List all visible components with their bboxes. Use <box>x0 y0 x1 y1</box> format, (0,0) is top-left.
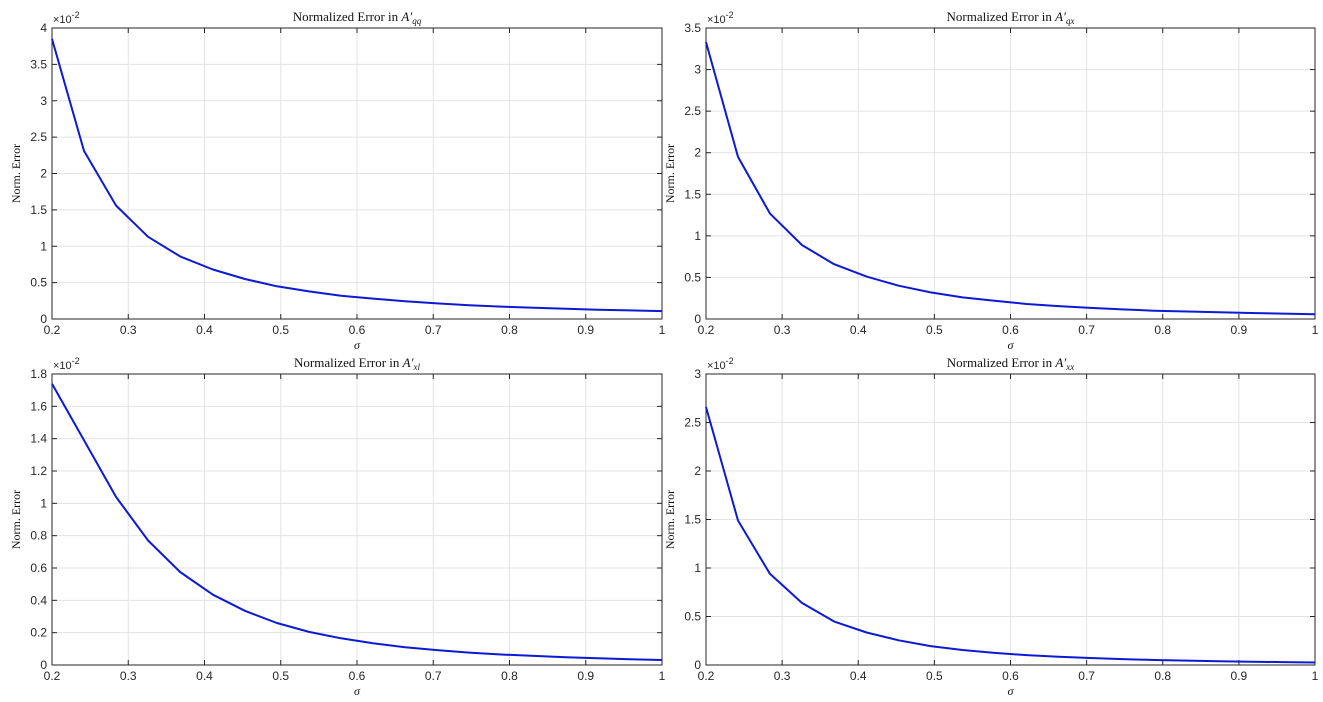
y-exponent-label: ×10-2 <box>707 356 734 372</box>
x-tick-label: 0.6 <box>1002 669 1019 683</box>
y-tick-label: 3.5 <box>684 21 701 35</box>
y-tick-label: 1.5 <box>684 187 701 201</box>
error-curve-qq <box>51 38 663 313</box>
x-tick-label: 0.5 <box>272 669 289 683</box>
y-tick-label: 2 <box>694 146 701 160</box>
y-tick-label: 1.5 <box>30 203 47 217</box>
subplot-title: Normalized Error in A′qx <box>947 9 1075 26</box>
x-tick-label: 0.7 <box>425 669 442 683</box>
y-axis-label: Norm. Error <box>663 144 677 203</box>
y-tick-label: 4 <box>40 21 47 35</box>
error-curve-qx <box>705 41 1316 316</box>
y-axis-label: Norm. Error <box>9 490 23 549</box>
x-tick-label: 0.5 <box>926 669 943 683</box>
error-curve-xl <box>51 383 663 661</box>
y-axis-label: Norm. Error <box>663 490 677 549</box>
y-tick-label: 0.4 <box>30 593 47 607</box>
x-axis-label: σ <box>1008 338 1015 352</box>
y-tick-label: 0.5 <box>684 610 701 624</box>
x-tick-label: 0.8 <box>1154 669 1171 683</box>
y-tick-label: 1 <box>694 229 701 243</box>
error-curve-xx <box>705 406 1316 664</box>
y-tick-label: 0 <box>40 658 47 672</box>
subplot-xl: 0.2 0.3 0.4 0.5 0.6 0.7 0.8 0.9 100.20.40.60.811… <box>9 355 666 698</box>
y-tick-label: 1 <box>694 561 701 575</box>
subplot-title: Normalized Error in A′qq <box>293 9 422 26</box>
x-tick-label: 0.3 <box>120 323 137 337</box>
x-tick-label: 1 <box>659 669 666 683</box>
y-tick-label: 2.5 <box>684 416 701 430</box>
x-axis-label: σ <box>354 684 361 698</box>
y-tick-label: 3 <box>694 63 701 77</box>
x-axis-label: σ <box>354 338 361 352</box>
x-tick-label: 0.6 <box>349 669 366 683</box>
y-tick-label: 0.6 <box>30 561 47 575</box>
y-tick-label: 3.5 <box>30 57 47 71</box>
x-tick-label: 0.7 <box>425 323 442 337</box>
x-tick-label: 0.7 <box>1078 669 1095 683</box>
y-tick-label: 0.8 <box>30 529 47 543</box>
x-tick-label: 0.7 <box>1078 323 1095 337</box>
x-tick-label: 0.5 <box>926 323 943 337</box>
y-tick-label: 0 <box>40 312 47 326</box>
x-tick-label: 0.5 <box>272 323 289 337</box>
x-tick-label: 0.4 <box>850 323 867 337</box>
y-tick-label: 0.5 <box>30 276 47 290</box>
x-tick-label: 1 <box>1312 669 1319 683</box>
y-tick-label: 3 <box>694 367 701 381</box>
y-axis-label: Norm. Error <box>9 144 23 203</box>
y-exponent-label: ×10-2 <box>53 356 80 372</box>
subplot-xx: 0.2 0.3 0.4 0.5 0.6 0.7 0.8 0.9 1 0 0.5 1 1.5 2 2.5 3 ×1… <box>663 355 1319 698</box>
y-tick-label: 0.2 <box>30 626 47 640</box>
y-tick-label: 2.5 <box>30 130 47 144</box>
x-tick-label: 1 <box>659 323 666 337</box>
x-tick-label: 0.9 <box>1231 669 1248 683</box>
y-tick-label: 1 <box>40 496 47 510</box>
subplot-qx: 0.2 0.3 0.4 0.5 0.6 0.7 0.8 0.9 1 0 0.5 1 1.5 2 2.5 3 3.… <box>663 9 1319 352</box>
y-tick-label: 1.4 <box>30 432 47 446</box>
y-tick-label: 0.5 <box>684 270 701 284</box>
y-tick-label: 2.5 <box>684 104 701 118</box>
y-tick-label: 1.5 <box>684 513 701 527</box>
y-exponent-label: ×10-2 <box>53 10 80 26</box>
y-exponent-label: ×10-2 <box>707 10 734 26</box>
y-tick-label: 0 <box>694 658 701 672</box>
x-tick-label: 0.6 <box>349 323 366 337</box>
y-tick-label: 2 <box>694 464 701 478</box>
x-tick-label: 0.3 <box>120 669 137 683</box>
y-tick-label: 0 <box>694 312 701 326</box>
x-tick-label: 0.9 <box>577 323 594 337</box>
x-tick-label: 0.4 <box>850 669 867 683</box>
y-tick-label: 3 <box>40 94 47 108</box>
x-tick-label: 0.8 <box>501 669 518 683</box>
x-tick-label: 0.8 <box>501 323 518 337</box>
y-tick-label: 1.2 <box>30 464 47 478</box>
y-tick-label: 2 <box>40 167 47 181</box>
subplot-qq: 0.2 0.3 0.4 0.5 0.6 0.7 0.8 0.9 1 0 0.5 1 1.5 2 2.5 3 3.… <box>9 9 666 352</box>
x-tick-label: 1 <box>1312 323 1319 337</box>
x-tick-label: 0.4 <box>196 669 213 683</box>
x-tick-label: 0.9 <box>1231 323 1248 337</box>
x-axis-label: σ <box>1008 684 1015 698</box>
subplot-title: Normalized Error in A′xx <box>947 355 1074 372</box>
y-tick-label: 1 <box>40 239 47 253</box>
x-tick-label: 0.3 <box>774 669 791 683</box>
x-tick-label: 0.2 <box>698 669 715 683</box>
subplot-title: Normalized Error in A′xl <box>294 355 420 372</box>
x-tick-label: 0.9 <box>577 669 594 683</box>
x-tick-label: 0.6 <box>1002 323 1019 337</box>
y-tick-label: 1.8 <box>30 367 47 381</box>
y-tick-label: 1.6 <box>30 399 47 413</box>
x-tick-label: 0.2 <box>698 323 715 337</box>
x-tick-label: 0.3 <box>774 323 791 337</box>
x-tick-label: 0.2 <box>44 323 61 337</box>
x-tick-label: 0.8 <box>1154 323 1171 337</box>
x-tick-label: 0.4 <box>196 323 213 337</box>
x-tick-label: 0.2 <box>44 669 61 683</box>
